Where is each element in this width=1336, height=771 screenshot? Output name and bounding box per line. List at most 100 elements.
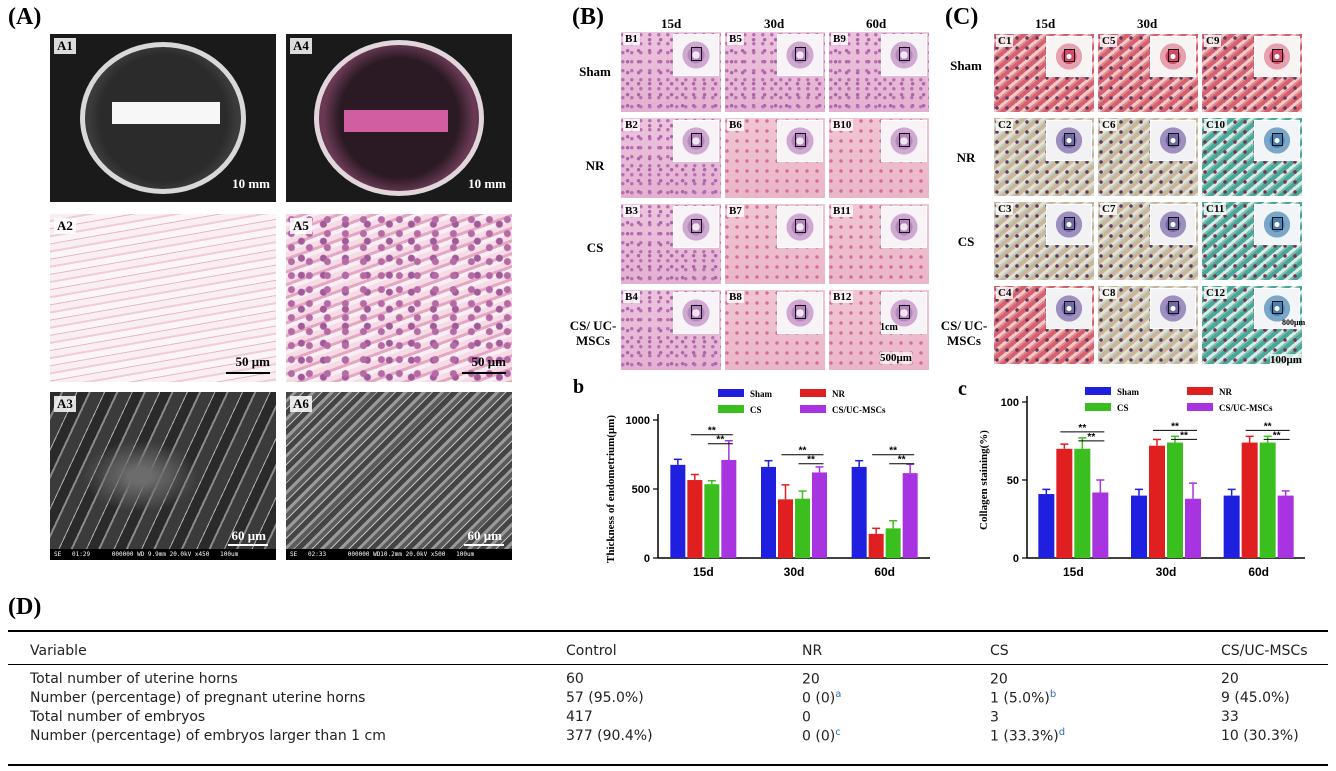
zoom-region-box: [1271, 48, 1284, 62]
tile-label: B9: [831, 33, 848, 45]
histology-tile-b7: B7: [725, 204, 825, 284]
footnote-marker: d: [1058, 726, 1066, 738]
tile-a1-scaffold-photo: A1 10 mm: [50, 34, 276, 202]
inset-overview: [673, 292, 719, 334]
zoom-region-box: [1271, 132, 1284, 146]
tile-label: C4: [996, 287, 1014, 299]
sem-footer: SE 01:29 000000 WD 9.9mm 20.0kV x450 100…: [50, 549, 276, 560]
tile-label: A3: [54, 396, 76, 412]
footnote-marker: a: [835, 688, 842, 700]
tile-label: C5: [1100, 35, 1118, 47]
cell-variable-value: Number (percentage) of pregnant uterine …: [30, 689, 366, 706]
cell-cs-value: 1 (5.0%): [990, 690, 1050, 707]
row-header-cs: CS: [586, 240, 604, 255]
legend-label: CS/UC-MSCs: [832, 405, 886, 415]
y-tick-label: 0: [644, 553, 650, 565]
significance-marker: **: [708, 426, 716, 437]
panel-a-label: (A): [8, 4, 42, 30]
zoom-region-box: [690, 219, 703, 233]
inset-overview: [881, 206, 927, 248]
bar-cs-60d: [1259, 442, 1276, 558]
table-top-rule: [8, 630, 1328, 632]
tile-label: C11: [1204, 203, 1227, 215]
cell-nr-value: 20: [802, 671, 820, 688]
cell-cs-ucmscs-value: 9 (45.0%): [1221, 689, 1290, 706]
table-row: Number (percentage) of pregnant uterine …: [30, 688, 1331, 707]
legend-label: NR: [1219, 387, 1232, 397]
histology-tile-c9: C9: [1202, 34, 1302, 112]
legend-swatch-cs-uc-mscs: [800, 405, 826, 413]
legend-label: CS: [1117, 403, 1129, 413]
zoom-region-box: [794, 305, 807, 319]
bar-nr-60d: [868, 533, 884, 558]
legend-label: Sham: [750, 389, 773, 399]
inset-overview: [1254, 204, 1300, 245]
tile-label: A6: [290, 396, 312, 412]
cell-variable: Total number of embryos: [30, 707, 566, 726]
tile-label: A5: [290, 218, 312, 234]
header-variable: Variable: [30, 643, 87, 659]
significance-marker: **: [1264, 421, 1272, 432]
cell-control: 60: [566, 669, 802, 688]
inset-overview: [1046, 288, 1092, 329]
cell-control: 417: [566, 707, 802, 726]
footnote-marker: c: [835, 726, 841, 738]
bar-cs-30d: [1167, 442, 1183, 558]
histology-tile-b12: B12: [829, 290, 929, 370]
significance-marker: **: [807, 455, 815, 466]
legend-swatch-cs: [718, 405, 744, 413]
row-header-cs: CS: [957, 234, 975, 249]
cell-cs-ucmscs: 33: [1221, 707, 1331, 726]
inset-overview: [881, 34, 927, 76]
bar-nr-60d: [1241, 442, 1258, 558]
tile-label: C3: [996, 203, 1014, 215]
histology-tile-c7: C7: [1098, 202, 1198, 280]
row-header-cs-ucmscs: CS/ UC-MSCs: [569, 318, 617, 348]
zoom-region-box: [690, 305, 703, 319]
x-tick-label-30d: 30d: [784, 565, 805, 579]
bar-sham-30d: [761, 466, 776, 558]
zoom-region-box: [898, 47, 911, 61]
tile-label: C12: [1204, 287, 1227, 299]
tile-label: C2: [996, 119, 1014, 131]
cell-variable: Number (percentage) of pregnant uterine …: [30, 688, 566, 707]
bar-sham-60d: [1223, 495, 1240, 558]
zoom-region-box: [898, 305, 911, 319]
bar-nr-15d: [1056, 448, 1073, 558]
table-header-row: Variable Control NR CS CS/UC-MSCs: [30, 638, 1331, 664]
histology-tile-b4: B4: [621, 290, 721, 370]
histology-tile-c3: C3: [994, 202, 1094, 280]
cell-cs-ucmscs-value: 10 (30.3%): [1221, 727, 1299, 744]
tile-label: B8: [727, 291, 744, 303]
cell-cs-ucmscs: 20: [1221, 669, 1331, 688]
table-row: Number (percentage) of embryos larger th…: [30, 726, 1331, 745]
inset-overview: [1150, 204, 1196, 245]
inset-overview: [1046, 204, 1092, 245]
y-tick-label: 1000: [626, 415, 650, 427]
chart-c-label: c: [958, 378, 967, 400]
tile-label: B1: [623, 33, 640, 45]
bar-sham-60d: [851, 466, 867, 558]
bar-cs-uc-mscs-15d: [1092, 492, 1109, 558]
legend-swatch-sham: [718, 389, 744, 397]
panel-b-label: (B): [572, 4, 604, 30]
bar-cs-uc-mscs-15d: [721, 460, 737, 558]
tile-label: C10: [1204, 119, 1227, 131]
inset-overview: [1046, 36, 1092, 77]
zoom-region-box: [1167, 216, 1180, 230]
cell-variable-value: Total number of uterine horns: [30, 670, 238, 687]
zoom-region-box: [1063, 132, 1076, 146]
tile-label: A1: [54, 38, 76, 54]
cell-nr-value: 0 (0): [802, 728, 836, 745]
bar-sham-15d: [1038, 494, 1055, 558]
significance-marker: **: [1180, 430, 1188, 441]
tile-label: B6: [727, 119, 744, 131]
significance-marker: **: [799, 446, 807, 457]
histology-tile-b3: B3: [621, 204, 721, 284]
header-cs-ucmscs: CS/UC-MSCs: [1221, 643, 1308, 659]
y-axis-label: Thickness of endometrium(μm): [605, 415, 617, 563]
legend-swatch-nr: [1187, 387, 1213, 395]
table-row: Total number of uterine horns 60 20 20 20: [30, 669, 1331, 688]
zoom-region-box: [1167, 300, 1180, 314]
cell-cs-value: 20: [990, 671, 1008, 688]
